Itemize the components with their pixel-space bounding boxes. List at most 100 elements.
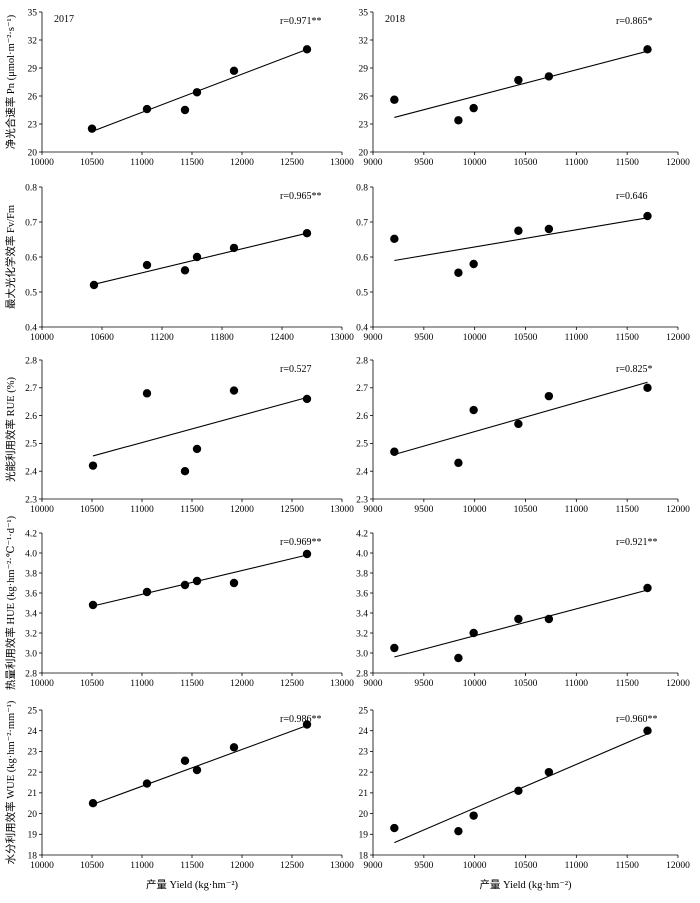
- x-tick-label: 12400: [270, 333, 294, 343]
- regression-line: [92, 396, 308, 457]
- x-tick-label: 10500: [80, 861, 104, 871]
- data-point: [643, 211, 652, 221]
- x-tick-label: 11500: [180, 158, 204, 168]
- data-point: [390, 95, 399, 104]
- data-point: [192, 576, 202, 586]
- data-point: [469, 811, 478, 820]
- y-axis-label: 水分利用效率 WUE (kg·hm⁻²·mm⁻¹): [4, 700, 17, 864]
- y-tick-label: 3.0: [25, 649, 37, 659]
- x-tick-label: 11000: [130, 158, 154, 168]
- y-tick-label: 0.7: [356, 218, 368, 228]
- x-tick-label: 10000: [463, 158, 487, 168]
- y-tick-label: 4.0: [356, 549, 368, 559]
- y-tick-label: 4.2: [356, 529, 368, 539]
- correlation-annotation: r=0.921**: [616, 537, 657, 548]
- x-tick-label: 11500: [615, 505, 639, 515]
- x-tick-label: 10000: [30, 505, 54, 515]
- x-tick-label: 12000: [230, 505, 254, 515]
- data-point: [643, 583, 652, 593]
- y-tick-label: 24: [359, 727, 369, 737]
- y-tick-label: 2.8: [356, 669, 368, 679]
- y-tick-label: 2.6: [25, 412, 37, 422]
- x-tick-label: 11500: [180, 505, 204, 515]
- y-tick-label: 35: [28, 8, 38, 18]
- y-tick-label: 23: [359, 120, 369, 130]
- x-tick-label: 12000: [666, 505, 690, 515]
- y-tick-label: 2.5: [25, 440, 37, 450]
- y-tick-label: 2.6: [356, 412, 368, 422]
- data-point: [544, 391, 554, 401]
- data-point: [469, 103, 478, 113]
- data-point: [180, 266, 190, 275]
- data-point: [192, 88, 202, 97]
- x-tick-label: 12000: [666, 679, 690, 689]
- x-tick-label: 13000: [330, 505, 354, 515]
- y-tick-label: 2.5: [356, 440, 368, 450]
- data-point: [544, 767, 554, 777]
- x-tick-label: 12500: [280, 505, 304, 515]
- x-tick-label: 10500: [80, 158, 104, 168]
- chart-panel-right-1: 20 23 26 29 32 35 9000 9500 10000 10500 11000 11500…: [359, 8, 691, 168]
- y-tick-label: 18: [28, 851, 38, 861]
- y-tick-label: 3.6: [356, 589, 368, 599]
- y-tick-label: 0.5: [25, 288, 37, 298]
- data-point: [302, 229, 312, 238]
- data-point: [390, 823, 399, 833]
- correlation-annotation: r=0.969**: [280, 537, 321, 548]
- x-tick-label: 10500: [80, 505, 104, 515]
- data-point: [229, 243, 239, 253]
- x-tick-label: 10000: [463, 679, 487, 689]
- panel-year-label: 2018: [385, 14, 405, 25]
- y-tick-label: 0.6: [25, 253, 37, 263]
- x-tick-label: 9500: [414, 679, 433, 689]
- y-tick-label: 19: [359, 831, 369, 841]
- x-tick-label: 12500: [280, 679, 304, 689]
- data-point: [229, 66, 239, 76]
- chart-panel-right-4: 2.8 3.0 3.2 3.4 3.6 3.8 4.0 4.2 9000 9500 10000 105…: [356, 529, 690, 689]
- y-tick-label: 19: [28, 831, 38, 841]
- y-tick-label: 35: [359, 8, 369, 18]
- x-tick-label: 10000: [30, 861, 54, 871]
- x-tick-label: 13000: [330, 158, 354, 168]
- data-point: [192, 765, 202, 775]
- x-axis-label-right: 产量 Yield (kg·hm⁻²): [479, 878, 572, 891]
- chart-panel-left-2: 0.4 0.5 0.6 0.7 0.8 10000 10600 11200 11800 12400…: [4, 183, 354, 343]
- data-point: [454, 653, 463, 663]
- x-tick-label: 13000: [330, 679, 354, 689]
- y-tick-label: 4.0: [25, 549, 37, 559]
- y-axis-label: 最大光化学效率 Fv/Fm: [4, 205, 17, 309]
- x-tick-label: 10500: [514, 158, 538, 168]
- x-tick-label: 10500: [80, 679, 104, 689]
- x-tick-label: 10000: [463, 505, 487, 515]
- x-tick-label: 10500: [514, 861, 538, 871]
- y-tick-label: 2.3: [25, 495, 37, 505]
- correlation-annotation: r=0.960**: [616, 714, 657, 725]
- x-tick-label: 9500: [414, 333, 433, 343]
- y-tick-label: 0.5: [356, 288, 368, 298]
- y-tick-label: 32: [359, 36, 369, 46]
- x-tick-label: 10500: [514, 333, 538, 343]
- data-point: [514, 786, 523, 795]
- x-tick-label: 11500: [615, 333, 639, 343]
- y-axis-label: 热量利用效率 HUE (kg·hm⁻²·℃⁻¹·d⁻¹): [4, 515, 17, 690]
- x-tick-label: 10000: [463, 333, 487, 343]
- x-tick-label: 12000: [230, 679, 254, 689]
- data-point: [514, 419, 523, 429]
- y-tick-label: 3.2: [356, 629, 368, 639]
- data-point: [180, 467, 190, 476]
- y-tick-label: 3.4: [25, 609, 37, 619]
- data-point: [469, 628, 478, 638]
- data-point: [180, 580, 190, 590]
- y-tick-label: 23: [28, 748, 38, 758]
- y-tick-label: 0.6: [356, 253, 368, 263]
- data-point: [192, 444, 202, 454]
- chart-panel-left-5: 18 19 20 21 22 23 24 25 10000 10500 11000 11500 1200…: [4, 700, 354, 871]
- y-tick-label: 2.8: [25, 669, 37, 679]
- data-point: [142, 260, 152, 270]
- data-point: [302, 45, 312, 54]
- y-tick-label: 22: [28, 768, 38, 778]
- y-tick-label: 20: [359, 148, 369, 158]
- x-tick-label: 12500: [280, 158, 304, 168]
- data-point: [142, 104, 152, 114]
